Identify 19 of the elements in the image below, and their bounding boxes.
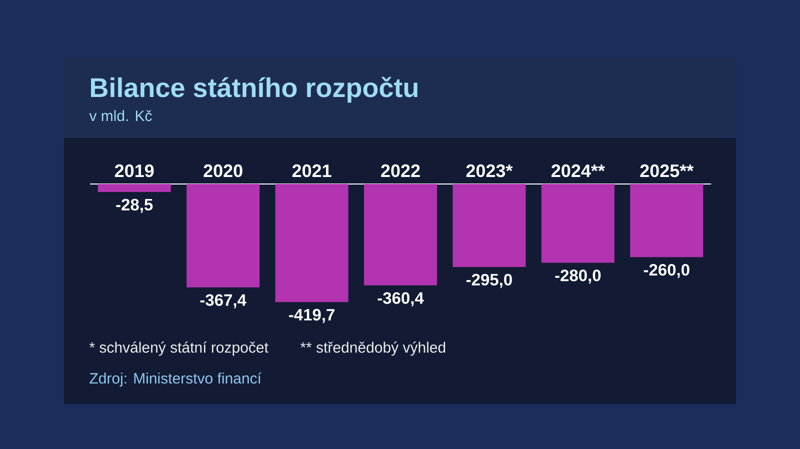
- x-tick-label: 2019: [114, 164, 154, 178]
- data-label: -28,5: [116, 198, 153, 213]
- text: * schválený státní rozpočet: [89, 342, 268, 356]
- chart-title: Bilance státního rozpočtu: [91, 76, 418, 103]
- data-label: -280,0: [555, 270, 601, 284]
- x-tick-label: 2020: [204, 164, 242, 178]
- text: ** střednědobý výhled: [300, 342, 446, 356]
- data-label: -367,4: [200, 294, 246, 308]
- data-label: -360,4: [378, 292, 424, 306]
- x-tick-label: 2021: [292, 164, 332, 178]
- x-tick-label: 2022: [381, 164, 420, 178]
- data-label: -295,0: [466, 274, 512, 288]
- x-tick-label: 2025**: [640, 164, 694, 178]
- x-tick-label: 2023*: [466, 164, 513, 178]
- data-label: -260,0: [644, 264, 690, 278]
- data-label: -419,7: [289, 308, 334, 323]
- x-tick-label: 2024**: [552, 164, 605, 178]
- chart-subtitle: v mld. Kč: [89, 110, 152, 122]
- text: Zdroj: Ministerstvo financí: [90, 372, 262, 387]
